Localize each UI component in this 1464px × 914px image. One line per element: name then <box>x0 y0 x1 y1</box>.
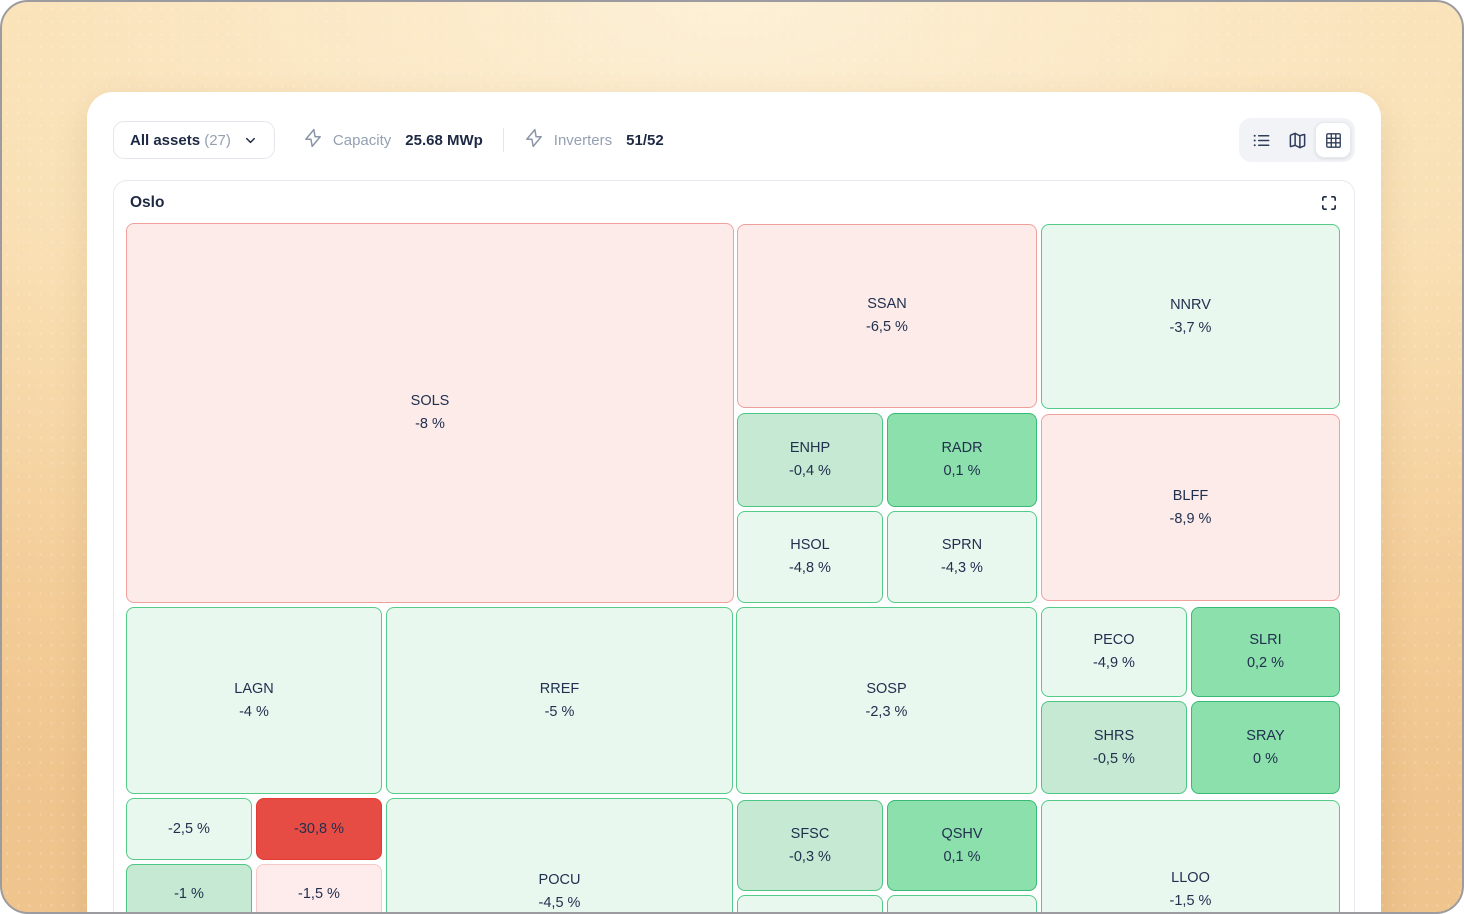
tile-value: -4,8 % <box>789 560 831 576</box>
tile-name: NNRV <box>1170 296 1211 313</box>
treemap-tile[interactable]: PECO -4,9 % <box>1041 607 1187 697</box>
treemap-tile[interactable]: LLOO -1,5 % <box>1041 800 1340 912</box>
tile-value: 0 % <box>1253 750 1278 767</box>
tile-name: RADR <box>941 440 983 456</box>
treemap-tile[interactable]: POCU -4,5 % <box>386 798 733 912</box>
treemap-tile[interactable]: HSOL -4,8 % <box>737 511 883 603</box>
tile-name: POCU <box>538 872 581 888</box>
treemap-tile[interactable]: SSAN -6,5 % <box>737 224 1037 408</box>
tile-value: -6,5 % <box>866 319 908 335</box>
treemap-tile[interactable]: BLFF -8,9 % <box>1041 414 1340 601</box>
tile-value: 0,1 % <box>943 848 981 865</box>
tile-name: SOLS <box>410 393 450 409</box>
treemap-tile[interactable]: LAGN -4 % <box>126 607 382 794</box>
treemap-tile[interactable]: -1,5 % <box>256 864 382 912</box>
treemap-tile[interactable]: SFSC -0,3 % <box>737 800 883 891</box>
inverters-stat: Inverters 51/52 <box>524 128 664 152</box>
tile-name: QSHV <box>941 825 983 842</box>
tile-value: -4 % <box>239 703 269 720</box>
capacity-label: Capacity <box>332 131 392 149</box>
capacity-value: 25.68 MWp <box>405 131 483 149</box>
treemap-tile[interactable]: SOSP -2,3 % <box>736 607 1037 794</box>
tile-value: -4,5 % <box>538 895 581 911</box>
grid-icon <box>1324 131 1343 150</box>
treemap-tile[interactable]: -30,8 % <box>256 798 382 860</box>
tile-name: BLFF <box>1172 487 1209 504</box>
view-mode-map-button[interactable] <box>1279 122 1315 158</box>
tile-value: -1 % <box>174 885 204 902</box>
treemap-tile[interactable]: SHRS -0,5 % <box>1041 701 1187 794</box>
tile-value: -30,8 % <box>294 820 344 837</box>
tile-value: -2,3 % <box>865 703 908 720</box>
tile-name: SRAY <box>1246 727 1285 744</box>
tile-value: -5 % <box>544 703 575 720</box>
expand-button[interactable] <box>1320 194 1338 212</box>
capacity-stat: Capacity 25.68 MWp <box>303 128 483 152</box>
bolt-icon <box>524 128 544 152</box>
inverters-label: Inverters <box>553 131 613 149</box>
assets-filter-count: (27) <box>204 131 231 149</box>
treemap-tile[interactable]: SOLS -8 % <box>126 223 734 603</box>
tile-name: LAGN <box>234 680 274 697</box>
view-mode-toggle <box>1239 118 1355 162</box>
treemap-tile[interactable]: SPRN -4,3 % <box>887 511 1037 603</box>
tile-value: -0,4 % <box>789 463 831 479</box>
tile-value: -4,9 % <box>1093 655 1135 671</box>
treemap-tile[interactable]: SRAY 0 % <box>1191 701 1340 794</box>
inverters-value: 51/52 <box>626 131 664 149</box>
map-icon <box>1288 131 1307 150</box>
assets-filter-text: All assets <box>130 131 201 149</box>
tile-name: RREF <box>539 680 580 697</box>
assets-filter-dropdown[interactable]: All assets (27) <box>113 121 275 159</box>
region-title: Oslo <box>130 194 165 211</box>
tile-name: ENHP <box>789 440 831 456</box>
tile-name: PECO <box>1093 632 1135 648</box>
treemap-tile[interactable]: -1 % <box>126 864 252 912</box>
tile-value: -0,3 % <box>789 848 831 865</box>
tile-name: SPRN <box>941 537 983 553</box>
tile-value: -1,5 % <box>298 885 340 902</box>
expand-icon <box>1320 196 1338 215</box>
tile-name: SSAN <box>867 296 907 312</box>
treemap-tile[interactable]: RADR 0,1 % <box>887 413 1037 507</box>
bolt-icon <box>303 128 323 152</box>
stats-bar: Capacity 25.68 MWp Inverters 51/52 <box>303 128 664 152</box>
treemap-tile[interactable] <box>737 895 883 912</box>
treemap-tile[interactable] <box>887 895 1037 912</box>
tile-value: -8 % <box>415 416 445 432</box>
tile-value: -8,9 % <box>1169 510 1212 527</box>
tile-name: HSOL <box>790 537 830 553</box>
view-mode-list-button[interactable] <box>1243 122 1279 158</box>
view-mode-grid-button[interactable] <box>1315 122 1351 158</box>
tile-name: SLRI <box>1249 632 1282 648</box>
tile-name: SOSP <box>866 680 907 697</box>
tile-value: -2,5 % <box>168 820 210 837</box>
toolbar-left: All assets (27) Capacity 25.68 MWp <box>113 121 664 159</box>
dashboard-card: All assets (27) Capacity 25.68 MWp <box>87 92 1381 912</box>
tile-name: LLOO <box>1171 870 1210 886</box>
tile-value: 0,2 % <box>1246 655 1285 671</box>
list-icon <box>1252 131 1271 150</box>
tile-name: SFSC <box>790 825 830 842</box>
tile-value: -4,3 % <box>941 560 983 576</box>
tile-value: -3,7 % <box>1169 319 1212 336</box>
treemap-tile[interactable]: ENHP -0,4 % <box>737 413 883 507</box>
treemap: SOLS -8 % SSAN -6,5 % NNRV -3,7 % ENHP -0,4 % RA… <box>126 221 1342 912</box>
stats-divider <box>502 128 504 152</box>
tile-name: SHRS <box>1093 727 1135 744</box>
treemap-tile[interactable]: -2,5 % <box>126 798 252 860</box>
treemap-tile[interactable]: NNRV -3,7 % <box>1041 224 1340 409</box>
toolbar: All assets (27) Capacity 25.68 MWp <box>113 118 1355 162</box>
tile-value: -1,5 % <box>1169 893 1212 909</box>
region-panel-header: Oslo <box>114 181 1354 221</box>
assets-filter-label: All assets (27) <box>130 132 231 149</box>
treemap-tile[interactable]: SLRI 0,2 % <box>1191 607 1340 697</box>
treemap-tile[interactable]: QSHV 0,1 % <box>887 800 1037 891</box>
chevron-down-icon <box>243 133 258 148</box>
tile-value: -0,5 % <box>1093 750 1135 767</box>
tile-value: 0,1 % <box>943 463 981 479</box>
treemap-tile[interactable]: RREF -5 % <box>386 607 733 794</box>
region-panel: Oslo SOLS -8 % SSAN -6,5 % NNRV -3,7 % ENHP -0,… <box>113 180 1355 912</box>
